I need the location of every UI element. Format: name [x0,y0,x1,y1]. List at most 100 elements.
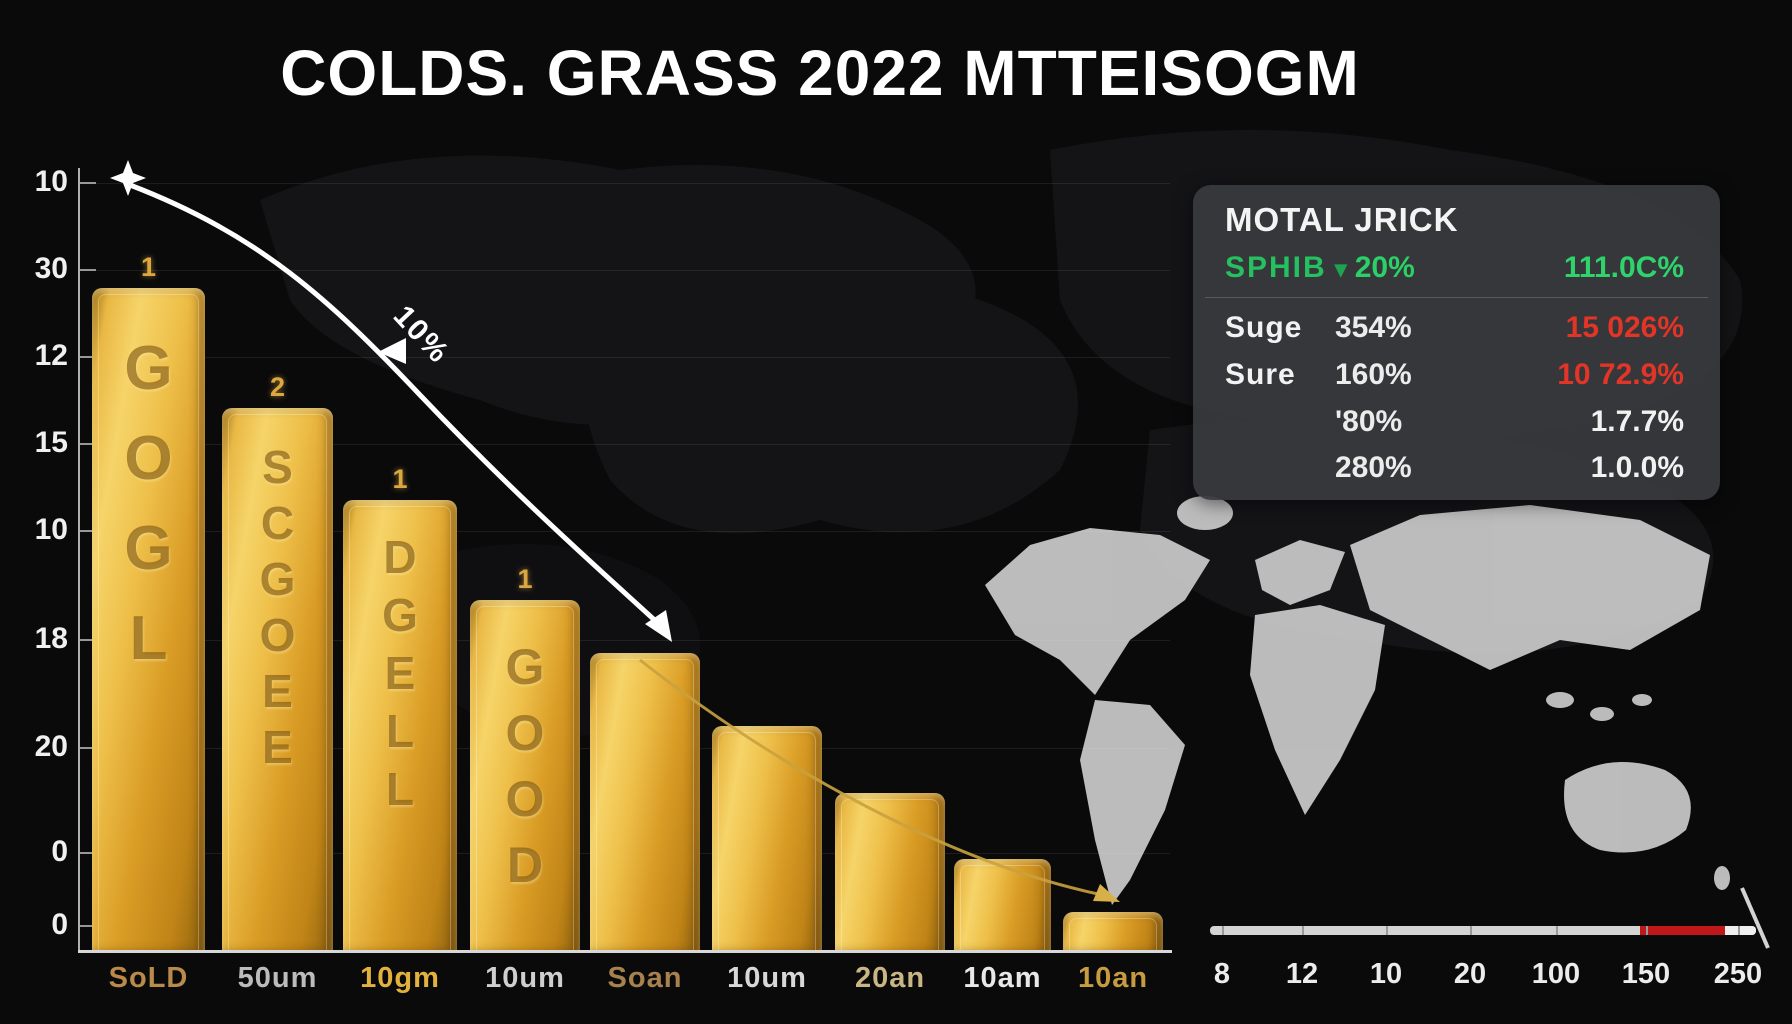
x-tick-label: SoLD [108,962,189,994]
x-tick-label: Soan [607,962,683,994]
x-tick-label: 10um [727,962,807,994]
row-label: Suge [1225,311,1303,344]
embossed-letter: O [124,424,173,493]
table-row: Sure 160% 10 72.9% [1225,358,1684,398]
gridline [80,357,1170,358]
y-tick-mark [80,356,96,358]
table-row: '80% 1.7.7% [1225,405,1684,445]
row-value-2: 1.7.7% [1590,405,1684,438]
y-tick-mark [80,530,96,532]
embossed-letter: E [262,665,293,717]
axis-notch [1222,926,1224,935]
y-tick-label: 10 [34,165,68,198]
panel-divider [1205,297,1708,298]
x-axis-line [78,950,1172,953]
y-tick-label: 0 [51,835,68,868]
y-tick-label: 15 [34,426,68,459]
secondary-axis-number: 150 [1621,958,1671,990]
row-value-2: 1.0.0% [1590,451,1684,484]
embossed-letter: L [129,604,168,673]
embossed-letter: O [505,705,545,761]
y-tick-mark [80,639,96,641]
secondary-axis-bar [1210,926,1756,935]
gridline [80,270,1170,271]
embossed-letter: L [385,763,415,815]
secondary-axis-number: 10 [1369,958,1403,990]
axis-notch [1556,926,1558,935]
embossed-letter: E [262,721,293,773]
gridline [80,183,1170,184]
bar-bevel [718,732,816,952]
bar-rank-number: 1 [392,464,408,494]
embossed-letter: G [505,639,545,695]
table-row: 280% 1.0.0% [1225,451,1684,491]
change-arrow-icon: ▾ [1334,256,1347,283]
bar-rank-number: 2 [269,372,286,402]
embossed-letter: C [260,497,295,549]
embossed-letter: G [382,589,418,641]
row-value-1: 354% [1335,311,1412,344]
y-tick-label: 18 [34,622,68,655]
y-axis-line [78,168,80,952]
y-tick-label: 30 [34,252,68,285]
embossed-letter: O [505,771,545,827]
y-tick-label: 10 [34,513,68,546]
secondary-axis-number: 20 [1453,958,1487,990]
y-tick-mark [80,269,96,271]
panel-title: MOTAL JRICK [1225,201,1459,238]
row-label: Sure [1225,358,1296,391]
axis-notch [1646,926,1648,935]
ticker-value: 111.0C% [1563,251,1684,284]
y-tick-label: 20 [34,730,68,763]
table-row: Suge 354% 15 026% [1225,311,1684,351]
row-value-2: 10 72.9% [1557,358,1684,391]
embossed-letter: G [124,514,173,583]
x-tick-label: 50um [237,962,318,994]
secondary-axis-number: 100 [1531,958,1581,990]
gridline [80,640,1170,641]
bar-rank-number: 1 [140,252,157,282]
gold-bar [712,726,822,952]
y-tick-mark [80,443,96,445]
axis-red-segment [1640,926,1725,935]
page-title: COLDS. GRASS 2022 MTTEISOGM [280,37,1360,109]
gold-bar [954,859,1051,952]
embossed-letter: L [385,705,415,757]
world-map-silhouette [985,496,1730,905]
embossed-letter: G [124,334,173,403]
x-tick-label: 20an [854,962,926,994]
x-tick-label: 10an [1077,962,1149,994]
ticker-change: 20% [1354,251,1415,284]
axis-notch [1302,926,1304,935]
embossed-letter: D [383,531,417,583]
metal-price-panel: MOTAL JRICK SPHIB ▾ 20% 111.0C% Suge 354% … [1193,185,1720,500]
axis-notch [1470,926,1472,935]
bar-rank-number: 1 [517,564,533,594]
bar-bevel [960,865,1045,952]
y-tick-label: 12 [34,339,68,372]
x-tick-label: 10um [485,962,565,994]
secondary-axis-number: 12 [1285,958,1319,990]
axis-notch [1738,926,1740,935]
bar-bevel [1069,918,1157,952]
embossed-letter: S [262,441,293,493]
y-tick-mark [80,925,96,927]
gold-bar [835,793,945,952]
row-value-2: 15 026% [1565,311,1684,344]
embossed-letter: G [259,553,296,605]
secondary-axis-number: 250 [1713,958,1763,990]
y-tick-mark [80,182,96,184]
embossed-letter: E [384,647,416,699]
y-tick-mark [80,747,96,749]
x-tick-label: 10gm [360,962,440,994]
axis-white-cap [1725,926,1756,935]
y-tick-label: 0 [51,908,68,941]
row-value-1: 280% [1335,451,1412,484]
